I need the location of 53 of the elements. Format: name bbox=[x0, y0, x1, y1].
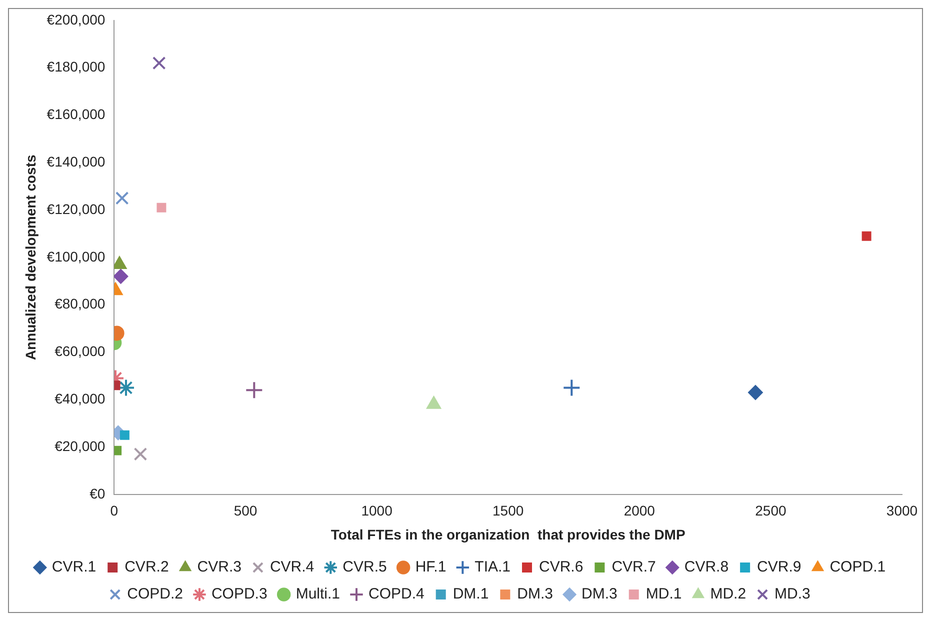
x-tick-label: 0 bbox=[110, 502, 118, 519]
legend-label: CVR.1 bbox=[52, 558, 96, 576]
legend-label: MD.3 bbox=[774, 586, 810, 603]
x-tick-label: 1000 bbox=[361, 502, 393, 519]
y-tick-label: €40,000 bbox=[54, 390, 106, 406]
point bbox=[748, 384, 763, 400]
x-tick-label: 3000 bbox=[886, 502, 918, 519]
x-tick-label: 500 bbox=[234, 502, 258, 519]
legend-label: CVR.7 bbox=[612, 558, 656, 576]
legend-label: CVR.9 bbox=[757, 558, 802, 576]
point bbox=[115, 191, 129, 205]
point bbox=[245, 381, 264, 400]
legend-label: COPD.3 bbox=[211, 586, 268, 603]
legend-label: DM.3 bbox=[517, 586, 554, 603]
y-tick-label: €180,000 bbox=[46, 58, 106, 75]
legend-label: MD.1 bbox=[646, 586, 682, 603]
legend-label: COPD.1 bbox=[830, 558, 886, 576]
y-tick-label: €100,000 bbox=[46, 248, 106, 264]
y-tick-label: €20,000 bbox=[54, 438, 106, 454]
y-tick-label: €80,000 bbox=[54, 296, 106, 312]
point bbox=[152, 56, 166, 70]
y-tick-label: €0 bbox=[90, 485, 106, 502]
point bbox=[114, 446, 122, 456]
legend-label: CVR.4 bbox=[270, 558, 314, 576]
legend-label: MD.2 bbox=[710, 586, 746, 603]
point bbox=[134, 447, 148, 461]
x-axis-title: Total FTEs in the organization that provides the DMP bbox=[330, 526, 686, 542]
legend-label: CVR.8 bbox=[684, 558, 729, 576]
x-tick-label: 1500 bbox=[492, 502, 524, 519]
legend-label: CVR.3 bbox=[197, 558, 242, 576]
legend-label: CVR.5 bbox=[342, 558, 387, 576]
point bbox=[156, 202, 166, 212]
legend-label: DM.1 bbox=[452, 586, 489, 603]
y-tick-label: €160,000 bbox=[46, 106, 106, 122]
point bbox=[120, 430, 130, 440]
point bbox=[114, 268, 128, 284]
y-tick-label: €60,000 bbox=[54, 343, 106, 360]
x-tick-label: 2000 bbox=[624, 502, 656, 519]
x-tick-label: 2500 bbox=[755, 502, 786, 519]
legend-label: CVR.6 bbox=[539, 558, 584, 576]
legend-label: Multi.1 bbox=[296, 586, 340, 603]
legend-label: COPD.2 bbox=[127, 586, 183, 603]
legend-label: TIA.1 bbox=[474, 558, 511, 576]
legend-label: CVR.2 bbox=[124, 558, 169, 576]
point bbox=[862, 231, 872, 241]
point bbox=[562, 378, 581, 397]
legend-label: DM.3 bbox=[582, 586, 618, 603]
y-tick-label: €140,000 bbox=[46, 153, 106, 170]
y-tick-label: €120,000 bbox=[46, 200, 106, 217]
legend-label: HF.1 bbox=[415, 558, 446, 576]
legend-label: COPD.4 bbox=[368, 586, 424, 603]
y-axis-title: Annualized development costs bbox=[22, 154, 38, 360]
y-tick-label: €200,000 bbox=[46, 11, 106, 28]
